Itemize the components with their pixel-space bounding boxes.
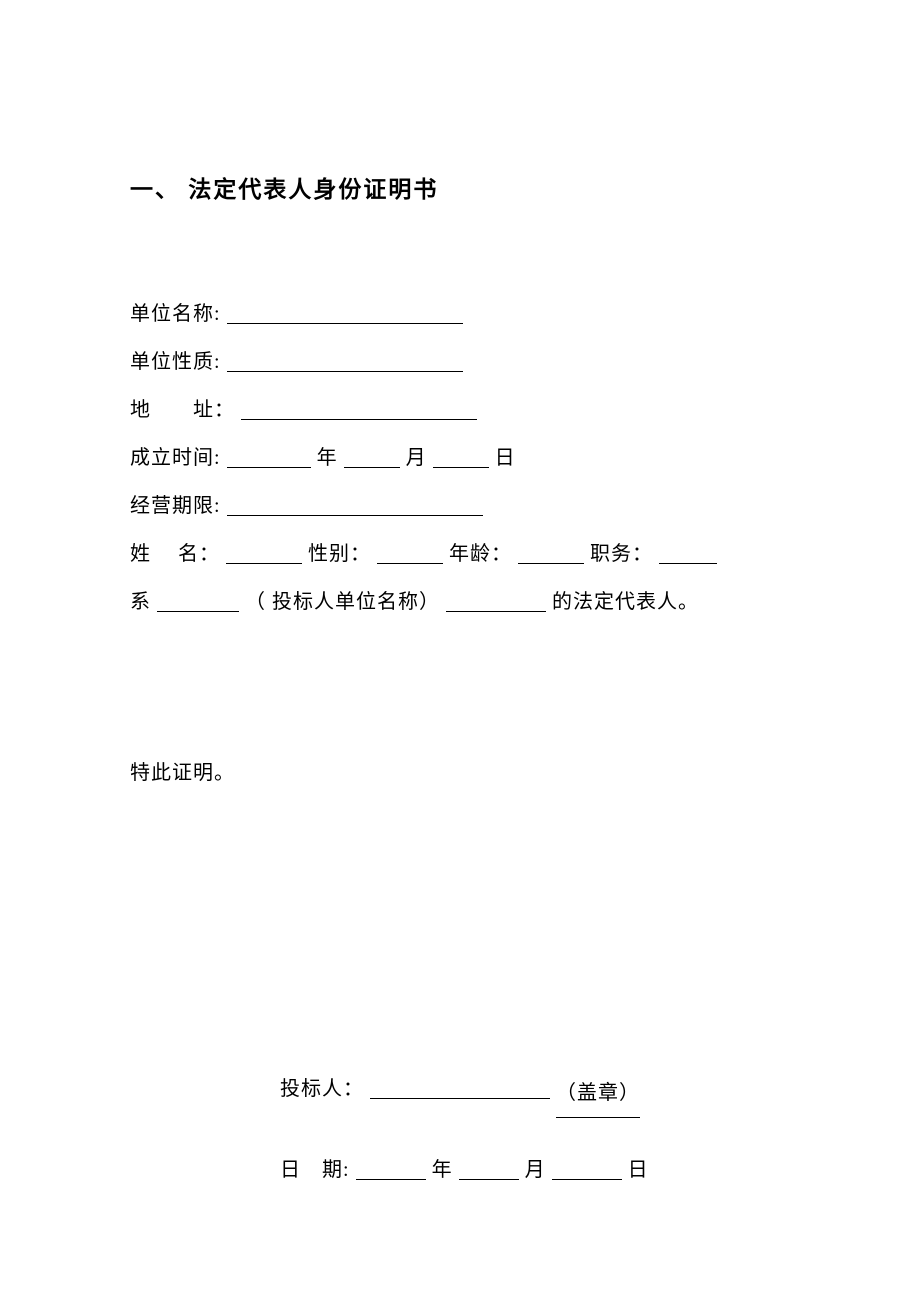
field-period: 经营期限:	[130, 482, 790, 530]
is-prefix: 系	[130, 591, 151, 613]
document-title: 一、 法定代表人身份证明书	[130, 170, 790, 204]
confirmation-text: 特此证明。	[130, 756, 790, 785]
year-blank	[227, 443, 311, 468]
org-name-blank	[227, 299, 463, 324]
address-label: 地 址：	[130, 399, 235, 421]
month-blank	[344, 443, 400, 468]
sig-date-label: 日 期:	[280, 1159, 350, 1181]
sig-month-blank	[459, 1155, 519, 1180]
sig-month-suffix: 月	[525, 1159, 546, 1181]
legal-rep-suffix: 的法定代表人。	[552, 591, 699, 613]
sig-day-suffix: 日	[628, 1159, 649, 1181]
day-suffix: 日	[495, 447, 516, 469]
org-name-label: 单位名称:	[130, 303, 221, 325]
sig-year-suffix: 年	[432, 1159, 453, 1181]
signature-bidder: 投标人： （盖章）	[280, 1065, 790, 1114]
day-blank	[433, 443, 489, 468]
age-blank	[518, 539, 584, 564]
gender-label: 性别：	[308, 543, 371, 565]
age-label: 年龄：	[449, 543, 512, 565]
bidder-hint: （ 投标人单位名称）	[245, 591, 440, 613]
sig-seal-label: （盖章）	[556, 1069, 640, 1118]
sig-day-blank	[552, 1155, 622, 1180]
signature-block: 投标人： （盖章） 日 期: 年 月 日	[130, 1065, 790, 1194]
signature-date: 日 期: 年 月 日	[280, 1146, 790, 1194]
sig-year-blank	[356, 1155, 426, 1180]
bidder-pre-blank	[157, 587, 239, 612]
sig-bidder-label: 投标人：	[280, 1078, 364, 1100]
field-address: 地 址：	[130, 386, 790, 434]
name-label: 姓 名：	[130, 543, 220, 565]
field-org-name: 单位名称:	[130, 290, 790, 338]
position-label: 职务：	[590, 543, 653, 565]
sig-bidder-blank	[370, 1074, 550, 1099]
org-nature-label: 单位性质:	[130, 351, 221, 373]
bidder-post-blank	[446, 587, 546, 612]
field-person: 姓 名： 性别： 年龄： 职务：	[130, 530, 790, 578]
field-found-time: 成立时间: 年 月 日	[130, 434, 790, 482]
month-suffix: 月	[406, 447, 427, 469]
org-nature-blank	[227, 347, 463, 372]
name-blank	[226, 539, 302, 564]
address-blank	[241, 395, 477, 420]
gender-blank	[377, 539, 443, 564]
period-label: 经营期限:	[130, 495, 221, 517]
year-suffix: 年	[317, 447, 338, 469]
field-is-legal-rep: 系 （ 投标人单位名称） 的法定代表人。	[130, 578, 790, 626]
position-blank	[659, 539, 717, 564]
field-org-nature: 单位性质:	[130, 338, 790, 386]
found-time-label: 成立时间:	[130, 447, 221, 469]
period-blank	[227, 491, 483, 516]
document-page: 一、 法定代表人身份证明书 单位名称: 单位性质: 地 址： 成立时间: 年 月…	[0, 0, 920, 1194]
